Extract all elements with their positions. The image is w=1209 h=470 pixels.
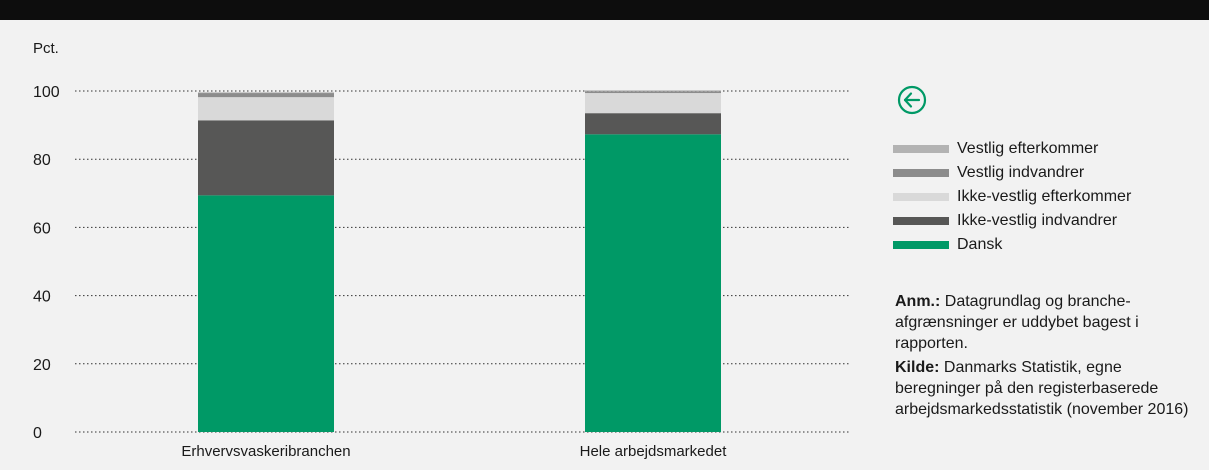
bar-segment-dansk bbox=[585, 134, 721, 432]
legend: Vestlig efterkommer Vestlig indvandrer I… bbox=[893, 137, 1131, 257]
legend-item-ikke-vestlig-efterkommer[interactable]: Ikke-vestlig efterkommer bbox=[893, 185, 1131, 209]
legend-swatch bbox=[893, 193, 949, 201]
bar-segment-vestlig-efterkommer bbox=[198, 92, 334, 94]
bar-segment-vestlig-indvandrer bbox=[585, 91, 721, 94]
anm-label: Anm.: bbox=[895, 293, 941, 310]
bar-segment-ikke-vestlig-efterkommer bbox=[198, 97, 334, 121]
chart-note: Anm.: Datagrundlag og branche-afgrænsnin… bbox=[895, 291, 1195, 423]
kilde-label: Kilde: bbox=[895, 359, 940, 376]
legend-label: Ikke-vestlig efterkommer bbox=[957, 188, 1132, 205]
bar-segment-vestlig-indvandrer bbox=[198, 93, 334, 98]
top-bar bbox=[0, 0, 1209, 20]
y-axis-unit-label: Pct. bbox=[33, 40, 59, 57]
bar-segment-ikke-vestlig-indvandrer bbox=[585, 113, 721, 135]
stacked-bar-chart: 0 20 40 60 80 100 Erhvervsvaskeribranchen Hele … bbox=[33, 84, 850, 460]
bar-segment-vestlig-efterkommer bbox=[585, 90, 721, 92]
legend-item-dansk[interactable]: Dansk bbox=[893, 233, 1131, 257]
legend-swatch bbox=[893, 241, 949, 249]
y-tick-label: 40 bbox=[33, 289, 51, 306]
y-tick-label: 80 bbox=[33, 152, 51, 169]
source-note: Kilde: Danmarks Statistik, egne beregnin… bbox=[895, 357, 1195, 420]
y-tick-label: 0 bbox=[33, 425, 42, 442]
legend-swatch bbox=[893, 145, 949, 153]
legend-label: Vestlig efterkommer bbox=[957, 140, 1099, 157]
y-tick-label: 100 bbox=[33, 84, 60, 101]
bar-segment-ikke-vestlig-indvandrer bbox=[198, 120, 334, 196]
anm-text: Datagrundlag og branche-afgrænsninger er… bbox=[895, 293, 1139, 352]
bar-segment-dansk bbox=[198, 195, 334, 432]
arrow-left-circle-icon[interactable] bbox=[896, 84, 928, 116]
legend-swatch bbox=[893, 217, 949, 225]
legend-label: Dansk bbox=[957, 236, 1003, 253]
legend-item-ikke-vestlig-indvandrer[interactable]: Ikke-vestlig indvandrer bbox=[893, 209, 1131, 233]
legend-item-vestlig-indvandrer[interactable]: Vestlig indvandrer bbox=[893, 161, 1131, 185]
legend-item-vestlig-efterkommer[interactable]: Vestlig efterkommer bbox=[893, 137, 1131, 161]
bar-segment-ikke-vestlig-efterkommer bbox=[585, 93, 721, 114]
legend-label: Vestlig indvandrer bbox=[957, 164, 1085, 181]
y-tick-label: 20 bbox=[33, 357, 51, 374]
legend-swatch bbox=[893, 169, 949, 177]
y-tick-label: 60 bbox=[33, 220, 51, 237]
anm-note: Anm.: Datagrundlag og branche-afgrænsnin… bbox=[895, 291, 1195, 354]
legend-label: Ikke-vestlig indvandrer bbox=[957, 212, 1118, 229]
kilde-text: Danmarks Statistik, egne beregninger på … bbox=[895, 359, 1189, 418]
x-tick-label: Hele arbejdsmarkedet bbox=[580, 443, 728, 460]
x-tick-label: Erhvervsvaskeribranchen bbox=[181, 443, 350, 460]
